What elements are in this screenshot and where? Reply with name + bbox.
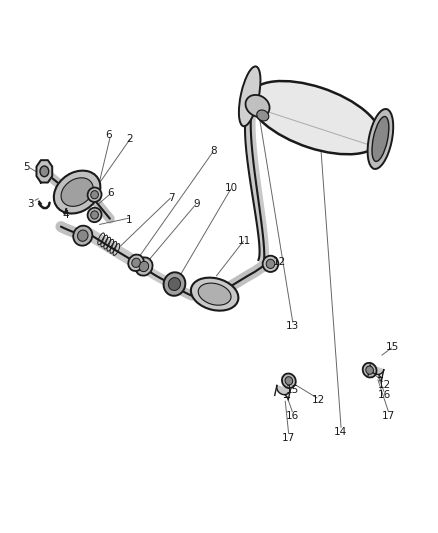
Ellipse shape	[61, 178, 93, 206]
Ellipse shape	[266, 259, 275, 269]
Ellipse shape	[139, 261, 148, 272]
Ellipse shape	[88, 188, 102, 202]
Text: 5: 5	[23, 161, 29, 172]
Ellipse shape	[257, 110, 269, 121]
Ellipse shape	[246, 95, 269, 117]
Text: 17: 17	[281, 433, 295, 443]
Ellipse shape	[239, 67, 261, 126]
Ellipse shape	[249, 81, 381, 154]
Ellipse shape	[73, 225, 92, 246]
Text: 8: 8	[210, 146, 217, 156]
Ellipse shape	[163, 272, 185, 296]
Polygon shape	[36, 160, 52, 182]
Text: 12: 12	[378, 379, 391, 390]
Text: 2: 2	[126, 134, 133, 144]
Text: 9: 9	[193, 199, 200, 209]
Text: 6: 6	[106, 130, 112, 140]
Ellipse shape	[363, 363, 377, 377]
Text: 6: 6	[107, 188, 114, 198]
Circle shape	[40, 166, 49, 176]
Ellipse shape	[78, 230, 88, 241]
Text: 4: 4	[62, 211, 69, 221]
Ellipse shape	[88, 208, 102, 222]
Text: 16: 16	[378, 390, 391, 400]
Ellipse shape	[54, 171, 100, 214]
Ellipse shape	[191, 278, 238, 311]
Text: 13: 13	[286, 321, 299, 331]
Text: 16: 16	[286, 411, 299, 422]
Text: 3: 3	[27, 199, 34, 209]
Ellipse shape	[366, 366, 374, 374]
Text: 1: 1	[126, 215, 133, 225]
Ellipse shape	[135, 257, 152, 276]
Text: 12: 12	[272, 257, 286, 267]
Ellipse shape	[91, 211, 99, 219]
Text: 17: 17	[382, 411, 395, 422]
Ellipse shape	[168, 278, 180, 290]
Text: 14: 14	[334, 427, 347, 438]
Polygon shape	[277, 385, 290, 394]
Ellipse shape	[263, 256, 279, 272]
Ellipse shape	[372, 117, 389, 161]
Ellipse shape	[282, 374, 296, 388]
Polygon shape	[370, 365, 384, 374]
Ellipse shape	[198, 283, 231, 305]
Text: 7: 7	[168, 193, 174, 204]
Text: 12: 12	[312, 395, 325, 406]
Text: 15: 15	[386, 342, 399, 352]
Text: 11: 11	[238, 236, 251, 246]
Ellipse shape	[128, 255, 144, 271]
Text: 15: 15	[286, 385, 299, 395]
Ellipse shape	[132, 258, 140, 268]
Text: 10: 10	[225, 183, 238, 193]
Ellipse shape	[91, 191, 99, 199]
Ellipse shape	[367, 109, 393, 169]
Ellipse shape	[285, 377, 293, 385]
